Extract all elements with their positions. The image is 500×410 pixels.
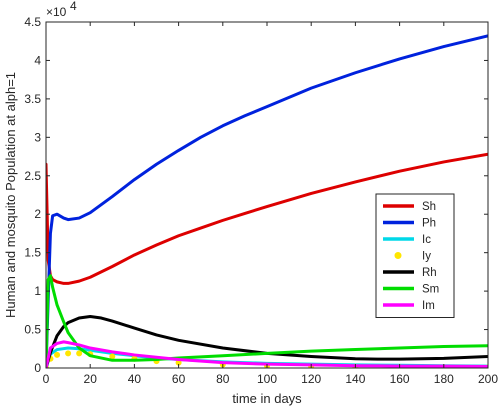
x-tick-label: 100: [257, 372, 277, 386]
y-tick-label: 1.5: [24, 246, 41, 260]
legend-item-sh: Sh: [383, 201, 436, 213]
legend-item-ic: Ic: [383, 234, 431, 246]
legend-box: [375, 193, 455, 318]
legend-label-ph: Ph: [422, 218, 436, 230]
series-ph-line: [46, 34, 488, 368]
y-tick-label: 0: [34, 361, 41, 375]
legend-item-iy: Iy: [394, 251, 431, 263]
x-tick-label: 200: [478, 372, 498, 386]
y-tick-label: 2: [34, 207, 41, 221]
x-tick-label: 140: [345, 372, 365, 386]
x-axis-label: time in days: [232, 391, 302, 406]
legend-label-sm: Sm: [422, 284, 439, 296]
legend-label-im: Im: [422, 300, 435, 312]
x-tick-label: 0: [43, 372, 50, 386]
series-sh-line: [46, 152, 488, 285]
x-tick-label: 60: [172, 372, 186, 386]
y-tick-label: 4.5: [24, 15, 41, 29]
y-tick-label: 0.5: [24, 323, 41, 337]
legend: Sh Ph Ic Iy Rh Sm Im: [375, 193, 455, 318]
series-layer: [46, 34, 488, 368]
y-tick-label: 3: [34, 130, 41, 144]
legend-label-rh: Rh: [422, 267, 437, 279]
x-tick-label: 20: [84, 372, 98, 386]
legend-label-iy: Iy: [422, 251, 431, 263]
y-tick-label: 4: [34, 53, 41, 67]
series-iy-point: [76, 350, 83, 357]
legend-item-sm: Sm: [383, 284, 439, 296]
y-tick-label: 1: [34, 284, 41, 298]
legend-label-sh: Sh: [422, 201, 436, 213]
x-tick-label: 40: [128, 372, 142, 386]
legend-label-ic: Ic: [422, 234, 431, 246]
x-tick-label: 180: [434, 372, 454, 386]
y-tick-label: 2.5: [24, 169, 41, 183]
x-tick-label: 80: [216, 372, 230, 386]
legend-item-ph: Ph: [383, 218, 436, 230]
legend-item-rh: Rh: [383, 267, 437, 279]
legend-item-im: Im: [383, 300, 435, 312]
series-iy-point: [65, 350, 72, 357]
series-sm-line: [46, 274, 488, 368]
x-tick-label: 160: [390, 372, 410, 386]
series-im-line: [46, 340, 488, 368]
y-axis-multiplier: ×10: [46, 5, 67, 19]
series-iy-point: [54, 351, 61, 358]
y-axis-label: Human and mosquito Population at alph=1: [3, 72, 18, 318]
x-tick-label: 120: [301, 372, 321, 386]
y-axis-multiplier-exponent: 4: [70, 0, 77, 13]
ticks-layer: 0 20 40 60 80 100 120 140 160 180 200 0 0.5 1 1.5 2 2.5 3…: [24, 15, 498, 386]
legend-swatch-iy: [394, 252, 402, 259]
y-tick-label: 3.5: [24, 92, 41, 106]
series-iy-point: [109, 353, 116, 360]
